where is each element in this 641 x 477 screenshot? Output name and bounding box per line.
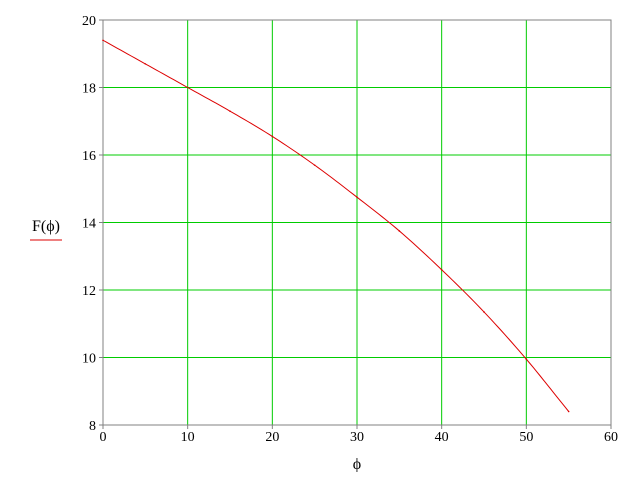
- data-point: [483, 311, 485, 313]
- x-tick-label: 50: [519, 430, 533, 445]
- x-axis-title: ϕ: [353, 456, 361, 472]
- y-tick-label: 8: [89, 419, 96, 434]
- legend-label: F(ϕ): [32, 218, 60, 235]
- data-point: [356, 196, 358, 198]
- x-tick-label: 0: [100, 430, 107, 445]
- data-point: [229, 110, 231, 112]
- x-axis-ticks: 0 10 20 30 40 50 60: [100, 425, 618, 445]
- data-point: [186, 86, 189, 89]
- x-tick-label: 10: [181, 430, 195, 445]
- y-tick-label: 12: [82, 284, 96, 299]
- legend: F(ϕ): [30, 218, 62, 241]
- data-point: [567, 410, 570, 413]
- data-point: [313, 164, 316, 166]
- y-tick-label: 10: [82, 352, 96, 367]
- grid-layer: [102, 19, 612, 426]
- x-tick-label: 60: [604, 430, 618, 445]
- data-point: [102, 39, 104, 42]
- series-line-0: [102, 39, 570, 412]
- x-tick-label: 20: [265, 430, 279, 445]
- data-point: [525, 358, 528, 360]
- y-tick-label: 18: [82, 82, 96, 97]
- x-tick-label: 40: [435, 430, 449, 445]
- x-tick-label: 30: [350, 430, 364, 445]
- data-point: [440, 268, 443, 271]
- series-layer: [102, 39, 570, 413]
- data-point: [144, 63, 147, 65]
- y-tick-label: 20: [82, 14, 96, 29]
- y-tick-label: 16: [82, 149, 96, 164]
- y-tick-label: 14: [82, 217, 96, 232]
- data-point: [398, 230, 401, 232]
- data-point: [271, 135, 274, 138]
- y-axis-ticks: 8 10 12 14 16 18 20: [82, 14, 103, 434]
